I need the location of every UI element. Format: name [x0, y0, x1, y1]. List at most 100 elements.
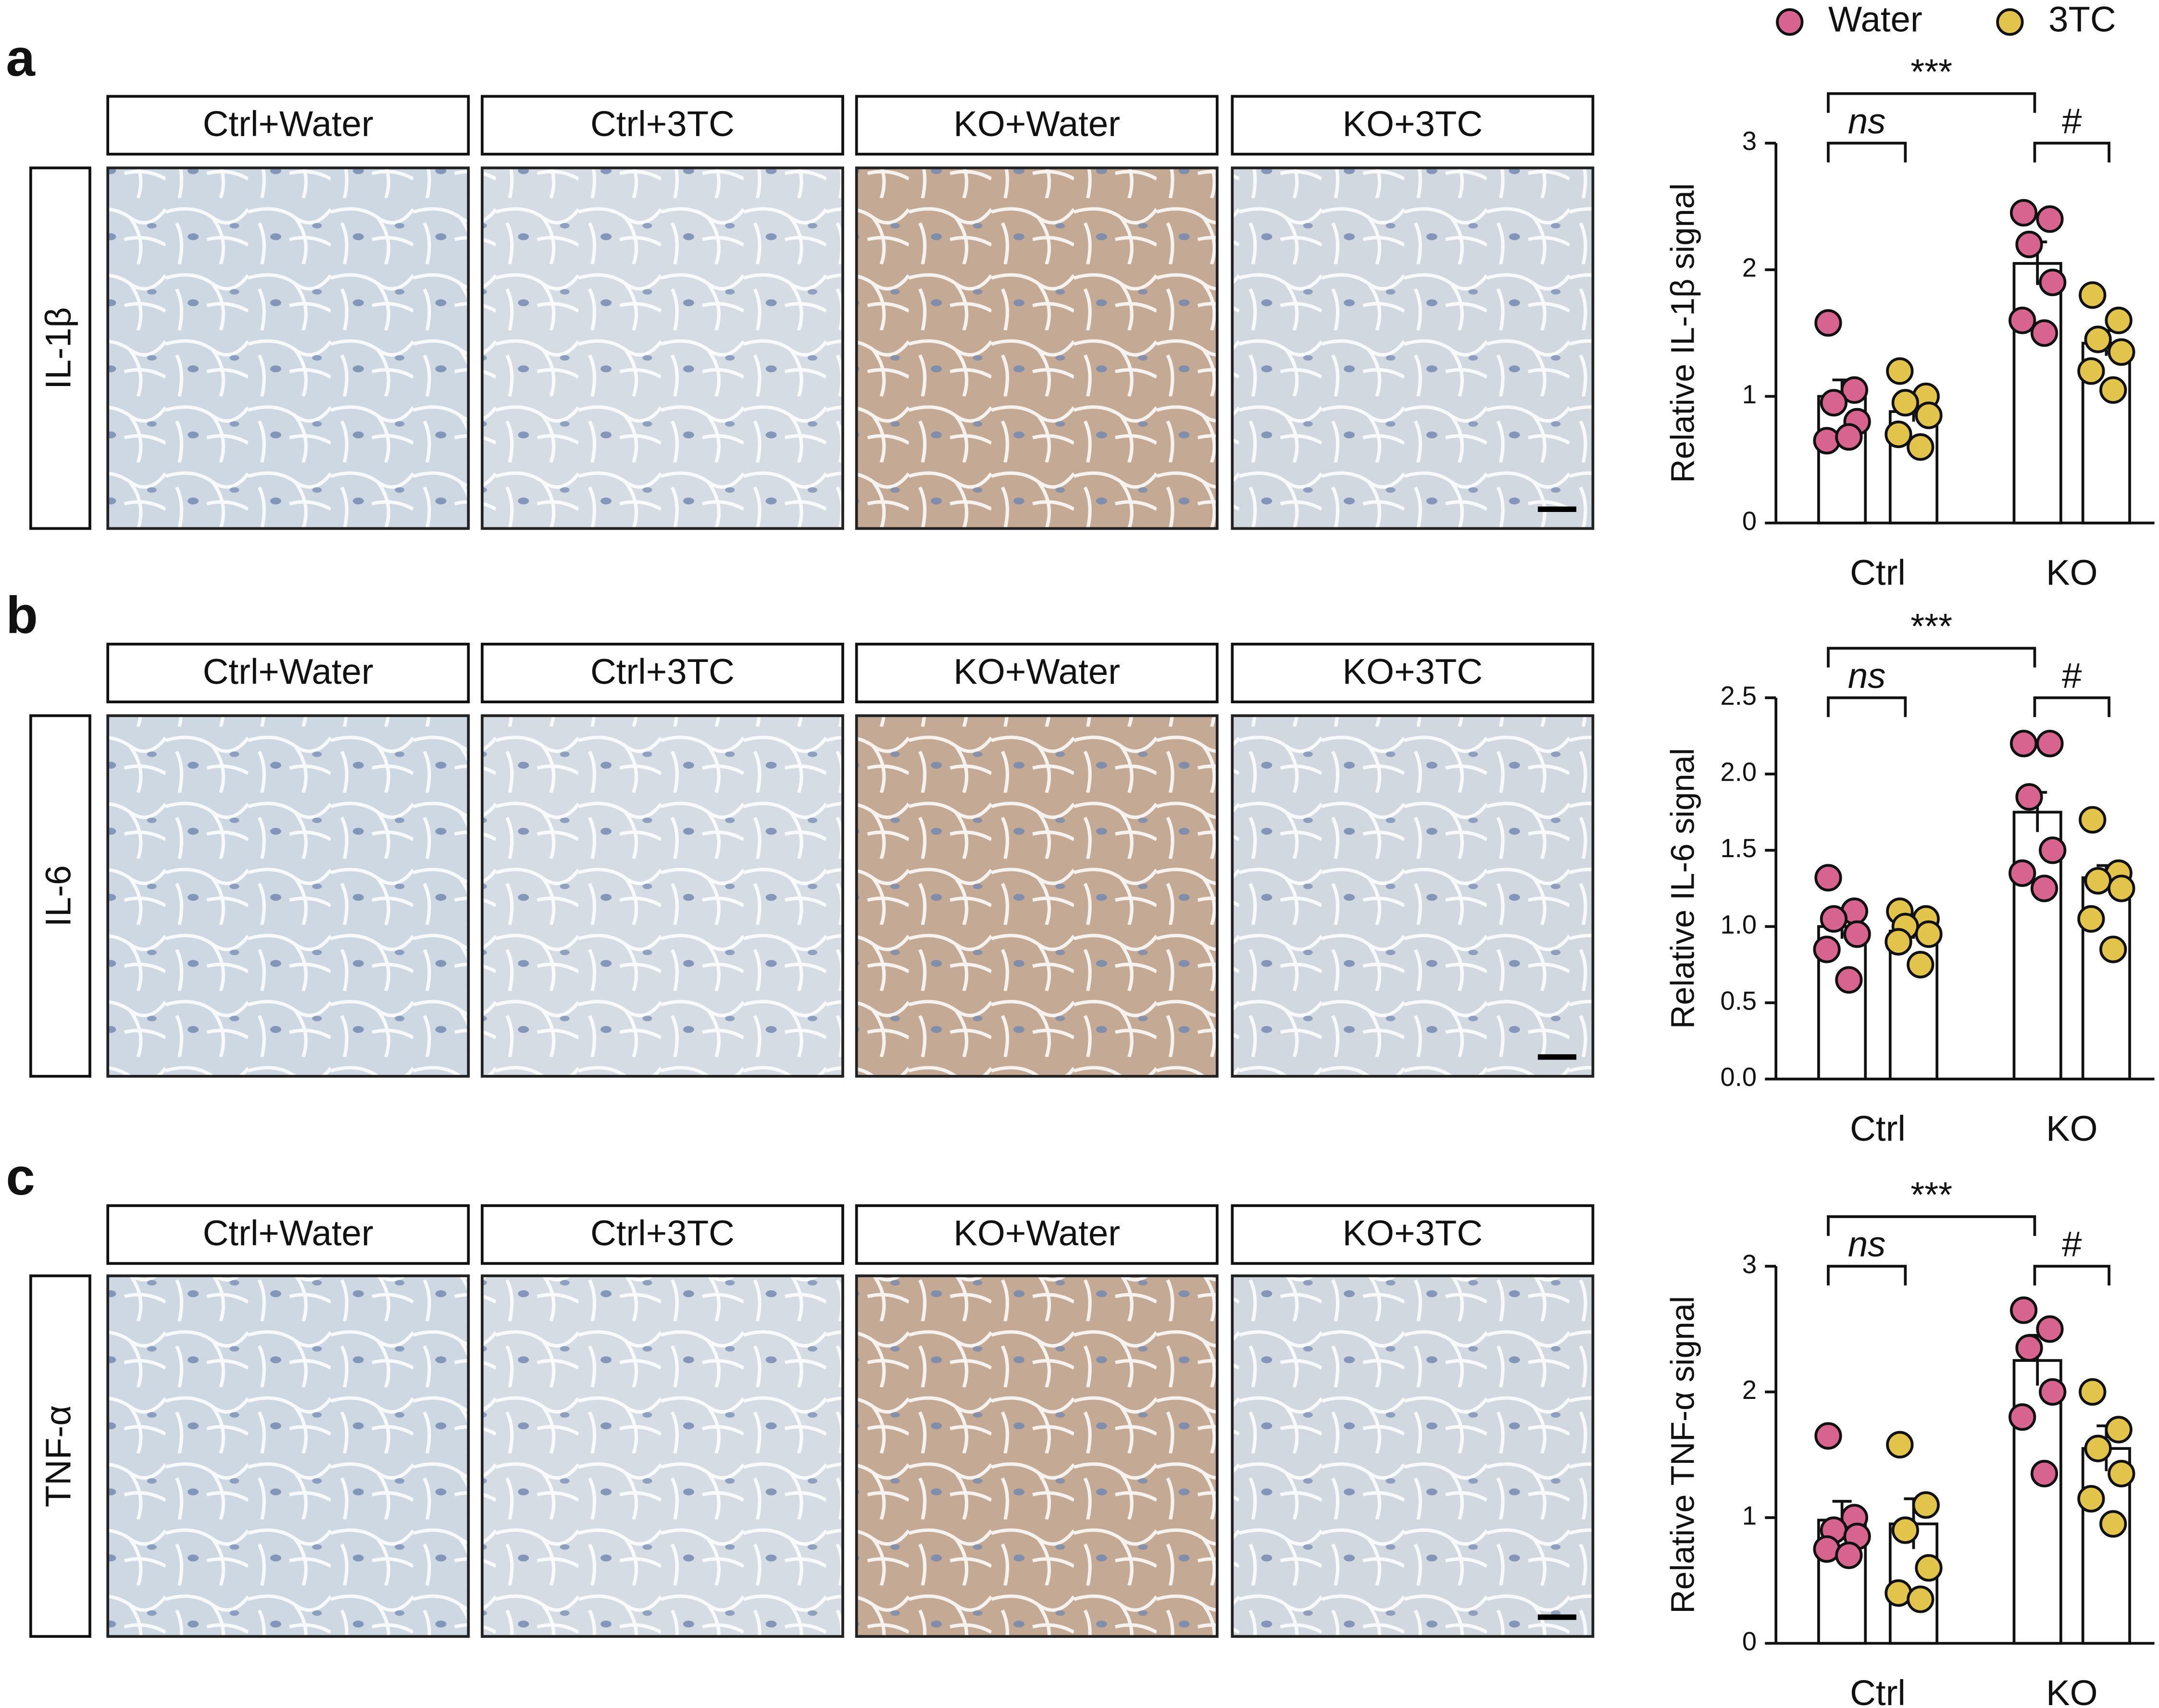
data-point	[1843, 920, 1871, 948]
column-header: Ctrl+3TC	[590, 652, 735, 692]
data-point	[1814, 1422, 1842, 1450]
data-point	[1820, 905, 1848, 933]
data-point	[1840, 376, 1869, 404]
micrograph-texture	[1231, 714, 1595, 1078]
data-point	[1814, 309, 1842, 337]
data-point	[1891, 1516, 1919, 1544]
legend-label: Water	[1828, 0, 1922, 39]
data-point	[1907, 433, 1934, 461]
panel-letter: c	[6, 1148, 35, 1206]
data-point	[1813, 935, 1841, 963]
y-tick-label: 2	[1742, 1375, 1757, 1405]
data-point	[2039, 836, 2067, 864]
column-header-box	[855, 1204, 1219, 1265]
data-point	[2077, 905, 2105, 933]
column-header-box	[855, 643, 1219, 703]
data-point	[2099, 376, 2127, 404]
micrograph-texture	[855, 714, 1219, 1078]
significance-bracket	[2033, 141, 2110, 162]
significance-label: ***	[1910, 606, 1952, 646]
micrograph-texture	[855, 1274, 1219, 1638]
data-point	[1814, 864, 1842, 892]
row-label-box	[29, 166, 91, 530]
data-point	[2108, 1459, 2135, 1488]
significance-bracket	[2033, 1265, 2110, 1286]
data-point	[1835, 966, 1863, 994]
column-header: Ctrl+Water	[203, 104, 374, 144]
significance-bracket	[1827, 1265, 1907, 1286]
column-header-box	[1231, 95, 1595, 156]
data-point	[1907, 951, 1934, 979]
data-point	[2039, 268, 2067, 297]
column-header-box	[106, 95, 470, 156]
panel-letter: b	[6, 586, 37, 645]
data-point	[2099, 1510, 2127, 1538]
column-header: KO+3TC	[1343, 1213, 1483, 1253]
data-point	[2015, 230, 2043, 259]
data-point	[1907, 1585, 1934, 1613]
y-tick-label: 1.0	[1721, 910, 1757, 939]
data-point	[1813, 427, 1841, 455]
data-point	[2084, 325, 2112, 353]
column-header-box	[481, 643, 844, 703]
column-header: KO+3TC	[1343, 652, 1483, 692]
panel-letter: a	[6, 29, 36, 87]
data-point	[1835, 1541, 1863, 1570]
significance-bracket	[1827, 647, 2036, 668]
data-point	[2009, 1296, 2038, 1324]
micrograph-texture	[481, 1274, 844, 1638]
significance-bracket	[1827, 696, 1907, 717]
y-axis-label: Relative IL-1β signal	[1664, 183, 1701, 483]
y-tick-label: 0.0	[1721, 1062, 1757, 1092]
column-header-box	[106, 643, 470, 703]
legend-label: 3TC	[2048, 0, 2116, 39]
x-tick-label: KO	[2046, 552, 2098, 592]
y-tick-label: 2	[1742, 253, 1757, 283]
data-point	[2030, 1459, 2059, 1488]
row-label: IL-1β	[38, 307, 78, 389]
data-point	[2084, 867, 2112, 895]
data-point	[2079, 281, 2107, 309]
x-tick-label: KO	[2046, 1109, 2098, 1148]
micrograph-texture	[481, 714, 844, 1078]
data-point	[1820, 389, 1848, 417]
x-tick-label: KO	[2046, 1673, 2098, 1708]
data-point	[2030, 874, 2059, 902]
column-header-box	[1231, 643, 1595, 703]
legend-marker	[1776, 8, 1804, 36]
bar	[2012, 262, 2062, 524]
y-tick-label: 1	[1742, 1501, 1757, 1530]
data-point	[1915, 920, 1943, 948]
y-tick-label: 3	[1742, 126, 1757, 156]
column-header-box	[106, 1204, 470, 1265]
significance-label: #	[2062, 656, 2082, 696]
row-label-box	[29, 714, 91, 1078]
x-tick-label: Ctrl	[1850, 552, 1906, 592]
significance-label: #	[2062, 1224, 2082, 1264]
data-point	[2009, 1403, 2036, 1431]
data-point	[2105, 306, 2133, 335]
data-point	[2108, 874, 2135, 902]
data-point	[2084, 1434, 2112, 1462]
micrograph-texture	[106, 1274, 470, 1638]
data-point	[2009, 730, 2038, 758]
column-header-box	[1231, 1204, 1595, 1265]
data-point	[1912, 1491, 1940, 1519]
data-point	[1884, 420, 1912, 449]
column-header: Ctrl+3TC	[590, 104, 735, 144]
column-header: Ctrl+Water	[203, 1213, 374, 1253]
data-point	[2077, 1485, 2105, 1513]
micrograph-texture	[855, 166, 1219, 530]
data-point	[1886, 357, 1914, 385]
column-header: Ctrl+3TC	[590, 1213, 735, 1253]
column-header-box	[481, 95, 844, 156]
data-point	[2036, 205, 2064, 233]
data-point	[1886, 1431, 1914, 1459]
significance-bracket	[1827, 141, 1907, 162]
significance-label: ns	[1848, 1224, 1886, 1264]
x-tick-label: Ctrl	[1850, 1673, 1906, 1708]
data-point	[2036, 730, 2064, 758]
micrograph-texture	[106, 166, 470, 530]
y-tick-label: 0	[1742, 1627, 1757, 1656]
